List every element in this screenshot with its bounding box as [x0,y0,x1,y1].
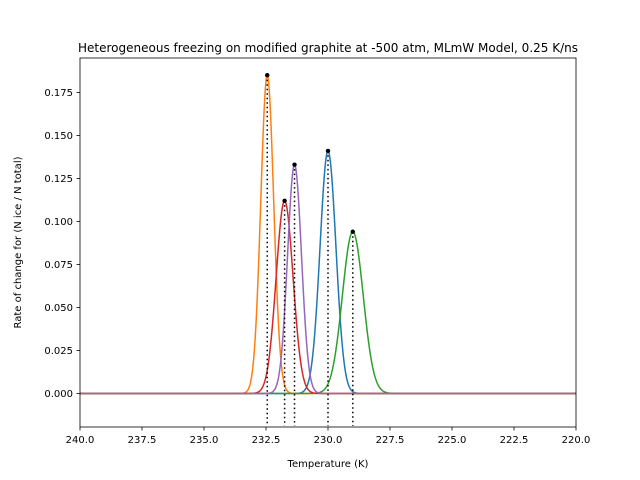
x-tick-label: 230.0 [314,435,343,446]
y-tick-label: 0.125 [44,174,73,185]
peak-point-5 [292,162,297,167]
series-line-5 [80,163,576,395]
x-tick-label: 225.0 [438,435,467,446]
y-tick-label: 0.050 [44,303,73,314]
y-tick-label: 0.000 [44,389,73,400]
y-tick-label: 0.175 [44,88,73,99]
y-tick-label: 0.075 [44,260,73,271]
plot-area [80,58,576,427]
x-tick-label: 232.5 [252,435,281,446]
peak-point-4 [282,198,287,203]
peak-point-3 [350,229,355,234]
y-axis-label: Rate of change for (N ice / N total) [13,156,24,328]
x-tick-label: 222.5 [500,435,529,446]
y-tick-label: 0.150 [44,131,73,142]
axes-background [80,58,576,427]
x-tick-label: 220.0 [562,435,591,446]
x-tick-label: 227.5 [376,435,405,446]
peak-marker-group [265,73,355,426]
y-tick-label: 0.025 [44,346,73,357]
y-axis-ticks: 0.000 0.025 0.050 0.075 0.100 0.125 0.150 0.175 [44,88,80,400]
x-axis-ticks: 240.0 237.5 235.0 232.5 230.0 227.5 225.0 222.5… [66,427,591,446]
x-tick-label: 240.0 [66,435,95,446]
chart-title: Heterogeneous freezing on modified graph… [78,41,578,55]
y-tick-label: 0.100 [44,217,73,228]
peak-point-2 [265,73,270,78]
x-tick-label: 237.5 [128,435,157,446]
x-tick-label: 235.0 [190,435,219,446]
peak-point-1 [325,148,331,154]
x-axis-label: Temperature (K) [287,459,369,470]
